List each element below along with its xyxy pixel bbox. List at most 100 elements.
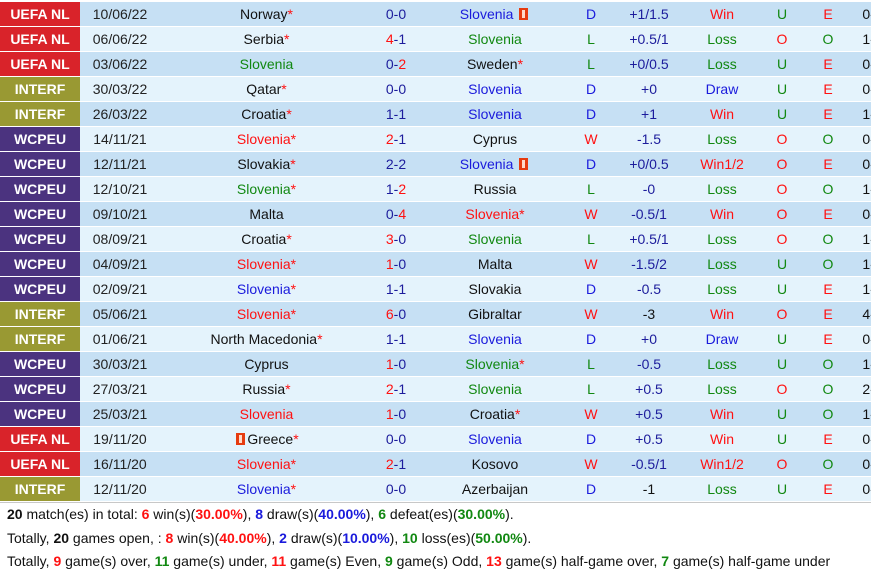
league-cell[interactable]: INTERF xyxy=(0,477,80,502)
score-cell[interactable]: 2-2 xyxy=(373,152,419,177)
score-cell[interactable]: 0-4 xyxy=(373,202,419,227)
home-team-name: Slovenia xyxy=(236,181,291,197)
home-team-name: Slovenia xyxy=(236,281,291,297)
league-cell[interactable]: WCPEU xyxy=(0,202,80,227)
away-team-cell[interactable]: Slovenia xyxy=(419,2,571,27)
league-cell[interactable]: INTERF xyxy=(0,102,80,127)
odd-even-cell: E xyxy=(807,427,849,452)
away-team-cell[interactable]: Slovenia xyxy=(419,102,571,127)
score-cell[interactable]: 3-0 xyxy=(373,227,419,252)
score-cell[interactable]: 1-1 xyxy=(373,102,419,127)
away-team-name: Slovenia xyxy=(468,381,522,397)
summary-text: Totally, xyxy=(7,529,54,546)
home-team-cell[interactable]: Greece* xyxy=(160,427,373,452)
league-cell[interactable]: WCPEU xyxy=(0,152,80,177)
away-team-cell[interactable]: Croatia* xyxy=(419,402,571,427)
away-team-cell[interactable]: Slovenia xyxy=(419,427,571,452)
away-team-cell[interactable]: Slovenia* xyxy=(419,352,571,377)
score-cell[interactable]: 2-1 xyxy=(373,127,419,152)
handicap-result-cell: Win1/2 xyxy=(687,152,757,177)
score-cell[interactable]: 0-2 xyxy=(373,52,419,77)
away-star-marker: * xyxy=(514,406,521,422)
away-team-cell[interactable]: Slovenia xyxy=(419,227,571,252)
home-team-cell[interactable]: Slovenia* xyxy=(160,452,373,477)
table-row: WCPEU 14/11/21 Slovenia* 2-1 Cyprus W -1.5 Loss… xyxy=(0,127,871,152)
score-cell[interactable]: 6-0 xyxy=(373,302,419,327)
home-team-cell[interactable]: Russia* xyxy=(160,377,373,402)
score-cell[interactable]: 1-0 xyxy=(373,352,419,377)
score-cell[interactable]: 4-1 xyxy=(373,27,419,52)
home-team-cell[interactable]: Malta xyxy=(160,202,373,227)
league-cell[interactable]: INTERF xyxy=(0,327,80,352)
home-team-cell[interactable]: North Macedonia* xyxy=(160,327,373,352)
league-cell[interactable]: WCPEU xyxy=(0,402,80,427)
league-cell[interactable]: WCPEU xyxy=(0,277,80,302)
home-team-cell[interactable]: Qatar* xyxy=(160,77,373,102)
over-under-cell: U xyxy=(757,77,807,102)
score-cell[interactable]: 2-1 xyxy=(373,377,419,402)
handicap-result-cell: Draw xyxy=(687,77,757,102)
home-star-marker: * xyxy=(290,131,297,147)
score-cell[interactable]: 2-1 xyxy=(373,452,419,477)
home-team-cell[interactable]: Cyprus xyxy=(160,352,373,377)
away-team-name: Gibraltar xyxy=(468,306,522,322)
league-cell[interactable]: INTERF xyxy=(0,77,80,102)
score-cell[interactable]: 1-2 xyxy=(373,177,419,202)
away-team-cell[interactable]: Slovenia xyxy=(419,27,571,52)
score-cell[interactable]: 1-0 xyxy=(373,252,419,277)
table-row: WCPEU 27/03/21 Russia* 2-1 Slovenia L +0.5 Loss… xyxy=(0,377,871,402)
home-team-cell[interactable]: Slovenia* xyxy=(160,477,373,502)
league-cell[interactable]: WCPEU xyxy=(0,377,80,402)
away-team-cell[interactable]: Sweden* xyxy=(419,52,571,77)
away-team-cell[interactable]: Azerbaijan xyxy=(419,477,571,502)
league-cell[interactable]: UEFA NL xyxy=(0,52,80,77)
away-team-cell[interactable]: Slovenia xyxy=(419,377,571,402)
score-cell[interactable]: 1-1 xyxy=(373,277,419,302)
away-team-cell[interactable]: Slovenia* xyxy=(419,202,571,227)
league-cell[interactable]: WCPEU xyxy=(0,252,80,277)
summary-text: game(s) Odd, xyxy=(392,553,487,570)
league-cell[interactable]: WCPEU xyxy=(0,352,80,377)
score-cell[interactable]: 0-0 xyxy=(373,477,419,502)
league-cell[interactable]: UEFA NL xyxy=(0,452,80,477)
home-team-cell[interactable]: Slovenia* xyxy=(160,177,373,202)
home-team-cell[interactable]: Norway* xyxy=(160,2,373,27)
home-team-cell[interactable]: Slovenia* xyxy=(160,127,373,152)
home-team-cell[interactable]: Slovakia* xyxy=(160,152,373,177)
home-team-cell[interactable]: Serbia* xyxy=(160,27,373,52)
home-team-cell[interactable]: Croatia* xyxy=(160,102,373,127)
away-team-cell[interactable]: Slovakia xyxy=(419,277,571,302)
home-team-cell[interactable]: Croatia* xyxy=(160,227,373,252)
away-team-cell[interactable]: Malta xyxy=(419,252,571,277)
league-cell[interactable]: UEFA NL xyxy=(0,27,80,52)
league-cell[interactable]: WCPEU xyxy=(0,227,80,252)
league-cell[interactable]: WCPEU xyxy=(0,127,80,152)
league-cell[interactable]: INTERF xyxy=(0,302,80,327)
league-cell[interactable]: WCPEU xyxy=(0,177,80,202)
home-team-cell[interactable]: Slovenia* xyxy=(160,302,373,327)
away-team-cell[interactable]: Russia xyxy=(419,177,571,202)
away-team-cell[interactable]: Slovenia xyxy=(419,77,571,102)
summary-stat-value: 20 xyxy=(7,506,23,522)
result-cell: W xyxy=(571,302,611,327)
away-team-cell[interactable]: Kosovo xyxy=(419,452,571,477)
away-team-cell[interactable]: Gibraltar xyxy=(419,302,571,327)
score-cell[interactable]: 0-0 xyxy=(373,77,419,102)
league-cell[interactable]: UEFA NL xyxy=(0,2,80,27)
result-cell: W xyxy=(571,252,611,277)
score-cell[interactable]: 0-0 xyxy=(373,427,419,452)
away-team-cell[interactable]: Slovenia xyxy=(419,327,571,352)
away-team-cell[interactable]: Cyprus xyxy=(419,127,571,152)
away-team-cell[interactable]: Slovenia xyxy=(419,152,571,177)
home-team-cell[interactable]: Slovenia* xyxy=(160,252,373,277)
home-team-cell[interactable]: Slovenia* xyxy=(160,277,373,302)
table-row: INTERF 01/06/21 North Macedonia* 1-1 Sloveni… xyxy=(0,327,871,352)
score-cell[interactable]: 1-1 xyxy=(373,327,419,352)
score-cell[interactable]: 0-0 xyxy=(373,2,419,27)
score-cell[interactable]: 1-0 xyxy=(373,402,419,427)
home-team-cell[interactable]: Slovenia xyxy=(160,52,373,77)
date-cell: 02/09/21 xyxy=(80,277,160,302)
summary-text: draw(s)( xyxy=(263,506,319,522)
league-cell[interactable]: UEFA NL xyxy=(0,427,80,452)
home-team-cell[interactable]: Slovenia xyxy=(160,402,373,427)
